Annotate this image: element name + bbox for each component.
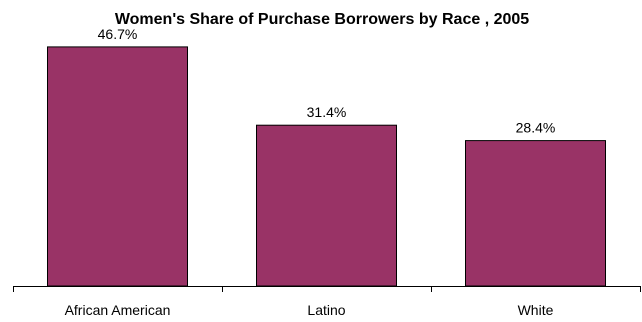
data-label: 46.7%	[98, 26, 138, 42]
bars-layer: 46.7% 31.4% 28.4%	[47, 26, 606, 287]
chart-title: Women's Share of Purchase Borrowers by R…	[115, 11, 529, 28]
bar-african-american	[47, 46, 188, 287]
x-tick-label: African American	[65, 302, 171, 318]
data-label: 31.4%	[307, 104, 347, 120]
bar-latino	[256, 124, 397, 287]
x-axis: African American Latino White	[13, 286, 641, 318]
x-tick-label: Latino	[307, 302, 345, 318]
bar-white	[465, 140, 606, 287]
x-tick-label: White	[518, 302, 554, 318]
data-label: 28.4%	[516, 120, 556, 136]
